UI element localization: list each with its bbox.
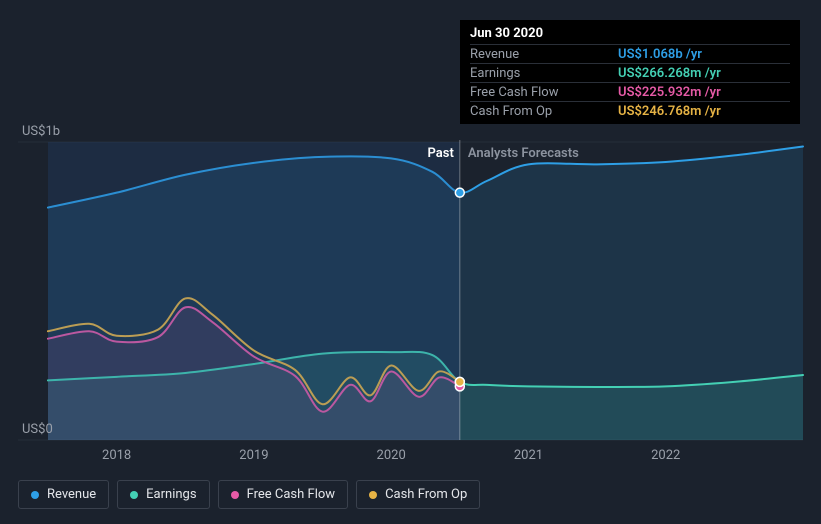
tooltip-row-label: Cash From Op [470,102,618,121]
tooltip-row-unit: /yr [705,104,721,119]
tooltip-title: Jun 30 2020 [470,26,790,41]
legend-dot-icon [31,491,39,499]
section-label-forecast: Analysts Forecasts [468,146,579,161]
legend-item-fcf[interactable]: Free Cash Flow [218,480,348,509]
tooltip-row-unit: /yr [705,85,721,100]
tooltip-row-value: US$266.268m /yr [618,64,790,83]
legend-item-revenue[interactable]: Revenue [18,480,109,509]
legend-item-label: Revenue [47,487,96,502]
section-label-past: Past [428,146,454,161]
tooltip-row: RevenueUS$1.068b /yr [470,45,790,64]
legend-dot-icon [130,491,138,499]
legend-item-label: Cash From Op [385,487,467,502]
tooltip-row-label: Earnings [470,64,618,83]
financials-chart: US$1b US$0 Past Analysts Forecasts 2018 2… [0,0,821,524]
tooltip-row: EarningsUS$266.268m /yr [470,64,790,83]
tooltip-row-label: Free Cash Flow [470,83,618,102]
legend-item-label: Free Cash Flow [247,487,335,502]
x-axis-tick: 2020 [377,448,406,463]
y-axis-label-min: US$0 [22,422,53,437]
x-axis-tick: 2018 [102,448,131,463]
chart-tooltip: Jun 30 2020 RevenueUS$1.068b /yrEarnings… [460,20,800,124]
x-axis-tick: 2019 [239,448,268,463]
y-axis-label-max: US$1b [22,124,60,139]
legend-dot-icon [369,491,377,499]
tooltip-row-value: US$225.932m /yr [618,83,790,102]
tooltip-row-unit: /yr [686,47,702,62]
tooltip-row-value: US$1.068b /yr [618,45,790,64]
x-axis-tick: 2022 [651,448,680,463]
legend-item-earnings[interactable]: Earnings [117,480,209,509]
tooltip-row: Cash From OpUS$246.768m /yr [470,102,790,121]
legend-dot-icon [231,491,239,499]
legend-item-cfo[interactable]: Cash From Op [356,480,480,509]
tooltip-row-unit: /yr [705,66,721,81]
tooltip-row: Free Cash FlowUS$225.932m /yr [470,83,790,102]
legend-item-label: Earnings [146,487,196,502]
tooltip-row-label: Revenue [470,45,618,64]
x-axis-tick: 2021 [514,448,543,463]
chart-legend: Revenue Earnings Free Cash Flow Cash From O… [18,480,480,509]
tooltip-row-value: US$246.768m /yr [618,102,790,121]
